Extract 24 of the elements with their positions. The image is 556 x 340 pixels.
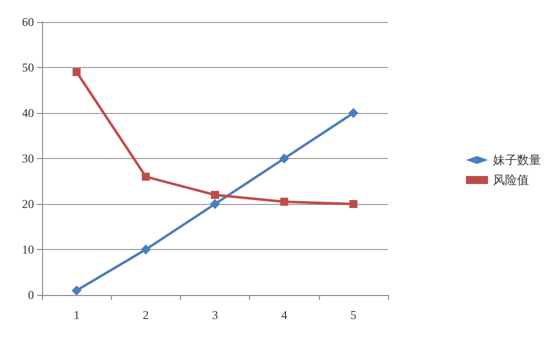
point [210, 199, 220, 209]
x-tick-label: 4 [281, 308, 288, 322]
y-tick-label: 0 [28, 288, 34, 302]
point [72, 68, 81, 76]
legend-label: 妹子数量 [493, 153, 541, 167]
y-tick-label: 60 [22, 15, 34, 29]
point [211, 190, 219, 199]
y-tick-label: 30 [22, 152, 34, 166]
point [140, 244, 151, 254]
legend-label: 风险值 [493, 173, 529, 187]
point [280, 198, 288, 206]
y-tick-label: 50 [22, 60, 34, 74]
y-tick-label: 10 [22, 242, 34, 256]
point [72, 285, 82, 296]
x-tick-label: 3 [212, 308, 218, 322]
point [279, 154, 290, 164]
x-tick-label: 2 [142, 308, 149, 322]
point [349, 200, 358, 208]
point [142, 172, 150, 181]
y-tick-label: 20 [22, 197, 34, 211]
x-tick-label: 5 [350, 308, 356, 322]
y-tick-label: 40 [22, 106, 34, 120]
x-tick-label: 1 [74, 308, 80, 322]
point [348, 108, 358, 118]
